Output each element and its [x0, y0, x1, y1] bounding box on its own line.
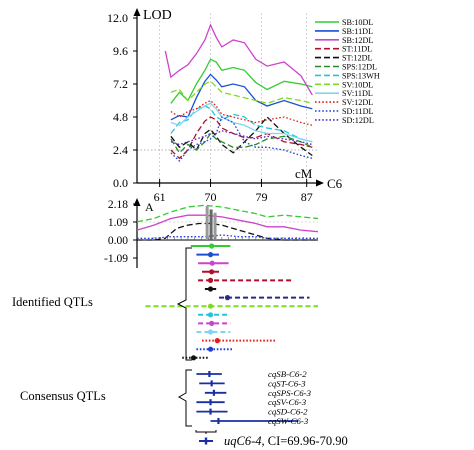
identified-qtl-peak — [209, 320, 215, 326]
lod-x-tick-label: 61 — [154, 190, 166, 204]
lod-series-sd-11dl — [170, 116, 313, 162]
qtl-panel: cqSB-C6-2cqST-C6-3cqSPS-C6-3cqSV-C6-3cqS… — [12, 243, 348, 448]
legend-entry: ST:11DL — [342, 45, 372, 54]
lod-series-sb-12dl — [164, 23, 313, 96]
consensus-bracket — [177, 369, 192, 427]
lod-y-tick-label: 12.0 — [107, 11, 128, 25]
identified-qtl-peak — [207, 252, 214, 258]
legend-entry: SPS:12DL — [342, 63, 377, 72]
identified-qtl-peak — [224, 295, 231, 301]
consensus-qtl-label: cqSV-C6-3 — [268, 397, 307, 407]
lod-x-tick-label: 79 — [255, 190, 267, 204]
add-y-tick-label: -1.09 — [104, 253, 128, 265]
chromosome-label: C6 — [327, 176, 343, 191]
lod-y-tick-label: 2.4 — [113, 143, 128, 157]
legend: SB:10DLSB:11DLSB:12DLST:11DLST:12DLSPS:1… — [315, 18, 380, 125]
overall-bracket — [195, 430, 217, 433]
identified-qtls-label: Identified QTLs — [12, 295, 93, 309]
consensus-qtl-label: cqSPS-C6-3 — [268, 388, 312, 398]
overall-qtl-text: uqC6-4, CI=69.96-70.90 — [224, 434, 348, 448]
identified-qtl-peak — [190, 355, 197, 361]
legend-entry: SB:10DL — [342, 18, 373, 27]
lod-panel: 0.0 2.4 4.8 7.2 9.6 12.0 61 70 79 87 LOD cM C6 SB… — [107, 8, 380, 204]
lod-y-tick-label: 4.8 — [113, 110, 128, 124]
lod-y-tick-label: 0.0 — [113, 176, 128, 190]
lod-series-sv-12dl — [170, 99, 313, 126]
add-peak-bar — [205, 206, 209, 240]
lod-x-tick-label: 87 — [301, 190, 313, 204]
identified-qtl-peak — [207, 286, 214, 292]
legend-entry: SB:11DL — [342, 27, 373, 36]
overall-qtl-name: uqC6-4 — [224, 434, 262, 448]
add-peak-bar — [213, 212, 217, 240]
add-y-label: A — [145, 200, 154, 214]
legend-entry: SV:12DL — [342, 98, 373, 107]
add-y-arrow — [133, 198, 141, 206]
identified-qtl-peak — [207, 303, 214, 309]
identified-bracket — [176, 247, 192, 361]
add-y-tick-label: 1.09 — [108, 217, 128, 229]
add-y-tick-label: 0.00 — [108, 235, 128, 247]
legend-entry: SPS:13WH — [342, 71, 380, 80]
add-series-sb-10dl — [136, 204, 319, 223]
consensus-qtl-label: cqSB-C6-2 — [268, 369, 307, 379]
legend-entry: SD:12DL — [342, 116, 374, 125]
lod-series-group — [164, 23, 313, 162]
add-series-group — [136, 204, 319, 241]
legend-entry: SD:11DL — [342, 107, 374, 116]
identified-qtl-peak — [214, 338, 220, 344]
identified-qtl-peak — [209, 269, 215, 275]
identified-qtl-peak — [207, 346, 214, 352]
identified-qtl-peak — [209, 243, 215, 249]
consensus-qtls-label: Consensus QTLs — [20, 389, 106, 403]
add-ticks: -1.09 0.00 1.09 2.18 — [104, 199, 318, 265]
lod-series-sv-10dl — [170, 80, 313, 104]
lod-series-sd-12dl — [170, 130, 313, 146]
add-peak-bar — [209, 209, 213, 240]
legend-entry: SB:12DL — [342, 36, 373, 45]
identified-qtl-peak — [207, 312, 214, 318]
lod-series-sps-12dl — [170, 132, 313, 154]
add-y-tick-label: 2.18 — [108, 199, 128, 211]
legend-entry: SV:10DL — [342, 80, 373, 89]
add-series-sd-11dl — [137, 234, 318, 239]
consensus-qtls: cqSB-C6-2cqST-C6-3cqSPS-C6-3cqSV-C6-3cqS… — [196, 369, 312, 426]
lod-ticks: 0.0 2.4 4.8 7.2 9.6 12.0 61 70 79 87 — [107, 11, 313, 204]
lod-series-sps-13wh — [170, 105, 313, 143]
identified-qtl-peak — [207, 329, 214, 335]
legend-entry: ST:12DL — [342, 54, 373, 63]
lod-x-label: cM — [295, 166, 313, 181]
add-series-sb-12dl — [136, 214, 319, 233]
lod-y-tick-label: 9.6 — [113, 44, 128, 58]
lod-y-arrow — [133, 8, 141, 16]
additive-panel: A -1.09 0.00 1.09 2.18 — [104, 198, 319, 268]
consensus-qtl-label: cqSW-C6-3 — [268, 416, 309, 426]
lod-x-arrow — [316, 179, 324, 187]
legend-entry: SV:11DL — [342, 89, 373, 98]
overall-qtl-ci: , CI=69.96-70.90 — [262, 434, 348, 448]
consensus-qtl-label: cqST-C6-3 — [268, 378, 306, 388]
identified-qtl-peak — [209, 260, 215, 266]
lod-series-sb-11dl — [170, 73, 313, 121]
lod-y-tick-label: 7.2 — [113, 77, 128, 91]
identified-qtls — [145, 243, 318, 361]
consensus-qtl-label: cqSD-C6-2 — [268, 407, 308, 417]
add-series-st-12dl — [137, 222, 318, 241]
lod-series-sb-10dl — [170, 58, 313, 104]
lod-series-st-12dl — [170, 116, 313, 157]
lod-x-tick-label: 70 — [205, 190, 217, 204]
lod-y-label: LOD — [143, 8, 172, 23]
identified-qtl-peak — [207, 277, 214, 283]
lod-gridlines — [137, 12, 318, 183]
overall-qtl — [199, 437, 213, 445]
